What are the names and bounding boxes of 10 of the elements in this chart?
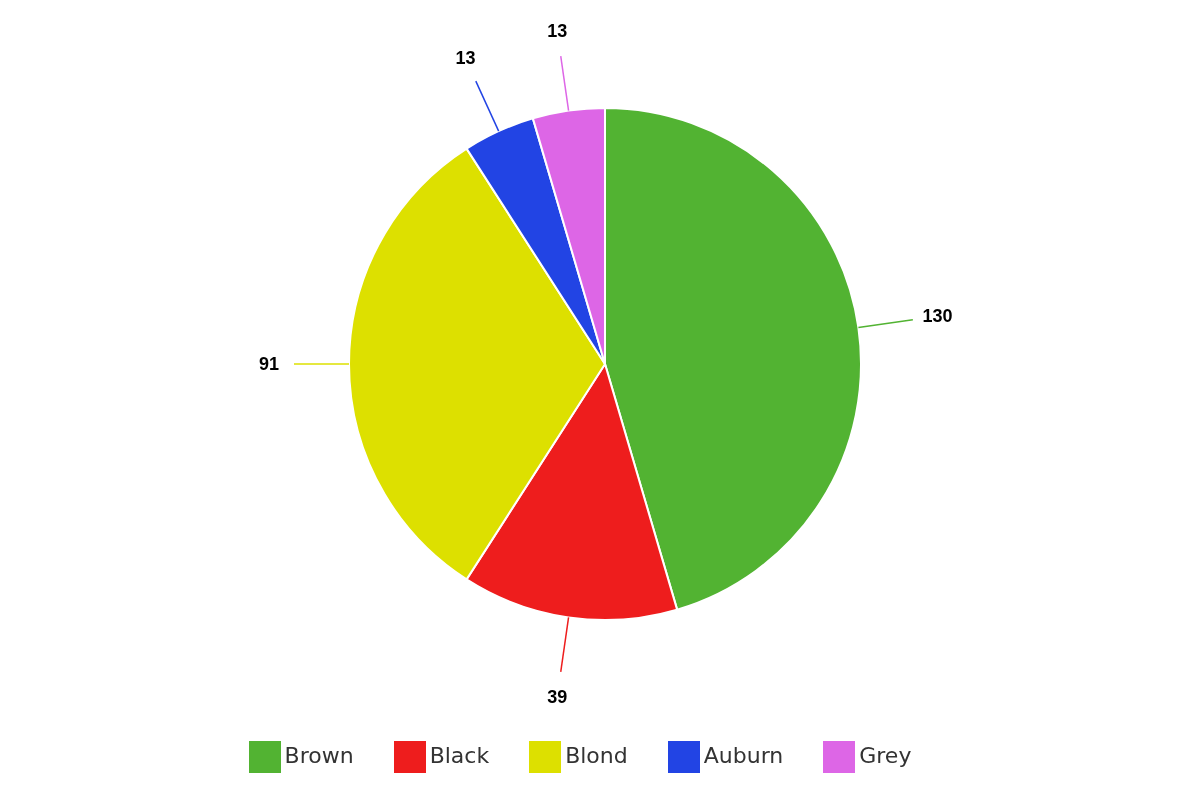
- legend-label: Grey: [859, 743, 912, 768]
- data-label: 130: [922, 306, 953, 327]
- data-label: 13: [455, 48, 476, 69]
- data-label: 39: [547, 686, 568, 707]
- legend-label: Auburn: [703, 743, 784, 768]
- legend-label: Blond: [565, 743, 628, 768]
- legend-label: Brown: [284, 743, 354, 768]
- data-label: 13: [547, 21, 568, 42]
- legend-label: Black: [429, 743, 490, 768]
- data-label: 91: [258, 354, 280, 374]
